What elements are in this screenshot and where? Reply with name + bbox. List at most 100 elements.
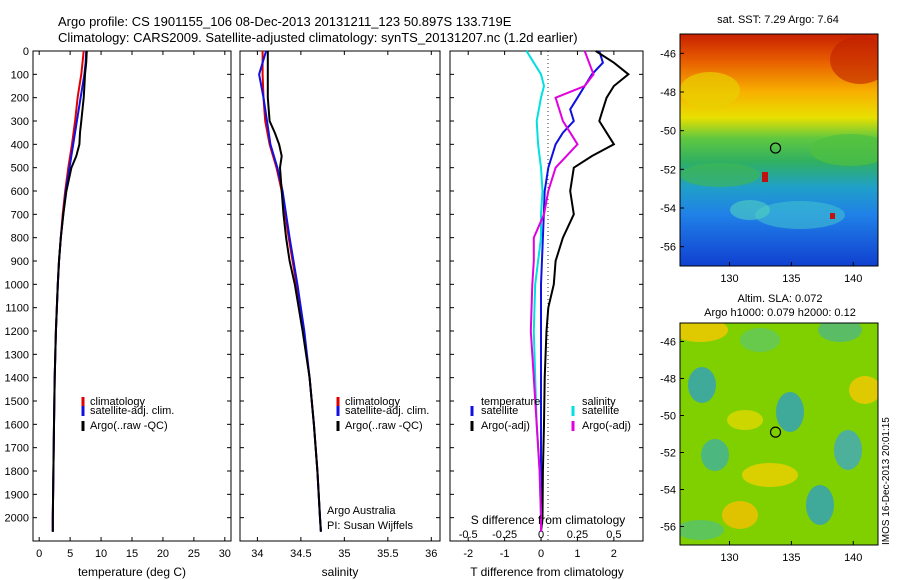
depth-tick-label: 300 xyxy=(11,116,29,128)
depth-tick-label: 1900 xyxy=(5,489,29,501)
lat-tick-label: -56 xyxy=(660,242,676,254)
x-tick-label: 1 xyxy=(574,548,580,560)
series-line-argo-adj--1 xyxy=(540,50,630,532)
depth-tick-label: 1800 xyxy=(5,466,29,478)
x-tick-label: 34.5 xyxy=(290,548,311,560)
depth-tick-label: 1600 xyxy=(5,419,29,431)
depth-tick-label: 800 xyxy=(11,233,29,245)
legend-label-S-argo: Argo(-adj) xyxy=(582,420,631,432)
lat-tick-label: -46 xyxy=(660,337,676,349)
depth-tick-label: 1700 xyxy=(5,443,29,455)
sla-map-subtitle: Argo h1000: 0.079 h2000: 0.12 xyxy=(704,307,856,319)
legend-label-climatology: climatology xyxy=(90,396,146,408)
depth-tick-label: 700 xyxy=(11,209,29,221)
header-line-2: Climatology: CARS2009. Satellite-adjuste… xyxy=(58,30,578,45)
x-tick-label: 0 xyxy=(36,548,42,560)
legend-label-T-argo: Argo(-adj) xyxy=(481,420,530,432)
hot-anomaly xyxy=(762,172,768,182)
sst-map-axes: 130 135 140 -46 -48 -50 -52 -54 -56 xyxy=(660,48,862,285)
lat-tick-label: -56 xyxy=(660,522,676,534)
lat-tick-label: -50 xyxy=(660,411,676,423)
x-tick-label: 5 xyxy=(67,548,73,560)
T-difference-x-axis: -2 -1 0 1 2 xyxy=(463,51,617,560)
lat-tick-label: -54 xyxy=(660,203,676,215)
legend-label-S-satellite: satellite xyxy=(582,405,619,417)
x-tick-label: 36 xyxy=(425,548,437,560)
imos-stamp: IMOS 16-Dec-2013 20:01:15 xyxy=(881,417,892,545)
depth-tick-label: 900 xyxy=(11,256,29,268)
S-tick-label: 0.5 xyxy=(606,529,621,541)
lon-tick-label: 140 xyxy=(844,273,862,285)
sla-map-frame xyxy=(679,322,879,546)
lat-tick-label: -48 xyxy=(660,87,676,99)
legend-label-satellite: satellite-adj. clim. xyxy=(90,405,174,417)
salinity-x-axis: 34 34.5 35 35.5 36 xyxy=(251,51,437,560)
temperature-axes xyxy=(32,50,232,542)
S-tick-label: 0.25 xyxy=(567,529,588,541)
S-tick-label: 0 xyxy=(538,529,544,541)
x-tick-label: 2 xyxy=(611,548,617,560)
depth-tick-label: 600 xyxy=(11,186,29,198)
depth-tick-label: 2000 xyxy=(5,513,29,525)
depth-tick-label: 1100 xyxy=(5,303,29,315)
depth-tick-label: 1300 xyxy=(5,349,29,361)
legend-label-argo: Argo(..raw -QC) xyxy=(345,420,423,432)
x-tick-label: 34 xyxy=(251,548,263,560)
S-difference-axis: -0.5 -0.25 0 0.25 0.5 xyxy=(459,529,622,541)
S-difference-xlabel: S difference from climatology xyxy=(471,513,626,527)
legend-title-salinity: salinity xyxy=(582,396,616,408)
difference-axes xyxy=(449,50,644,542)
sst-map-title: sat. SST: 7.29 Argo: 7.64 xyxy=(717,14,839,26)
sla-map-axes: 130 135 140 -46 -48 -50 -52 -54 -56 xyxy=(660,337,862,565)
temperature-panel: 0100200300400500600700800900100011001200… xyxy=(5,46,232,579)
lat-tick-label: -48 xyxy=(660,374,676,386)
temperature-legend: climatology satellite-adj. clim. Argo(..… xyxy=(81,396,174,432)
credit-line-1: Argo Australia xyxy=(327,505,396,517)
x-tick-label: 20 xyxy=(157,548,169,560)
series-line-argo-raw-qc--2 xyxy=(51,50,88,532)
lat-tick-label: -46 xyxy=(660,48,676,60)
salinity-legend: climatology satellite-adj. clim. Argo(..… xyxy=(336,396,429,432)
lon-tick-label: 135 xyxy=(782,552,800,564)
legend-label-satellite: satellite-adj. clim. xyxy=(345,405,429,417)
depth-tick-label: 500 xyxy=(11,163,29,175)
x-tick-label: 10 xyxy=(95,548,107,560)
x-tick-label: 25 xyxy=(188,548,200,560)
x-tick-label: 35 xyxy=(338,548,350,560)
lon-tick-label: 130 xyxy=(720,273,738,285)
x-tick-label: -2 xyxy=(463,548,473,560)
lat-tick-label: -52 xyxy=(660,164,676,176)
legend-title-temperature: temperature xyxy=(481,396,540,408)
depth-tick-label: 100 xyxy=(11,69,29,81)
x-tick-label: 30 xyxy=(219,548,231,560)
header-line-1: Argo profile: CS 1901155_106 08-Dec-2013… xyxy=(58,14,512,29)
depth-tick-label: 1200 xyxy=(5,326,29,338)
legend-label-climatology: climatology xyxy=(345,396,401,408)
difference-legend-salinity: salinity satellite Argo(-adj) xyxy=(571,396,631,432)
salinity-axes xyxy=(239,50,441,542)
depth-axis: 0 100 200 300 400 500 600 700 800 900 1000 1100 1200… xyxy=(5,46,37,525)
salinity-panel: 34 34.5 35 35.5 36 salinity climatology sate… xyxy=(239,50,441,579)
temperature-xlabel: temperature (deg C) xyxy=(78,565,186,579)
T-difference-xlabel: T difference from climatology xyxy=(470,565,624,579)
lat-tick-label: -50 xyxy=(660,126,676,138)
series-line-argo-raw-qc--2 xyxy=(266,51,322,532)
legend-label-argo: Argo(..raw -QC) xyxy=(90,420,168,432)
salinity-xlabel: salinity xyxy=(322,565,359,579)
depth-tick-label: 400 xyxy=(11,139,29,151)
x-tick-label: 15 xyxy=(126,548,138,560)
depth-tick-label: 0 xyxy=(23,46,29,58)
lon-tick-label: 135 xyxy=(782,273,800,285)
x-tick-label: -1 xyxy=(500,548,510,560)
series-line-argo-adj--3 xyxy=(529,50,595,532)
argo-location-marker xyxy=(769,426,782,438)
difference-panel: -2 -1 0 1 2 -0.5 -0.25 0 0.25 0.5 T difference f… xyxy=(449,50,644,579)
lat-tick-label: -54 xyxy=(660,485,676,497)
x-tick-label: 0 xyxy=(538,548,544,560)
credit-line-2: PI: Susan Wijffels xyxy=(327,520,413,532)
S-tick-label: -0.5 xyxy=(459,529,478,541)
sst-map-frame xyxy=(679,33,879,267)
depth-tick-label: 1000 xyxy=(5,279,29,291)
sla-map-title: Altim. SLA: 0.072 xyxy=(738,293,823,305)
